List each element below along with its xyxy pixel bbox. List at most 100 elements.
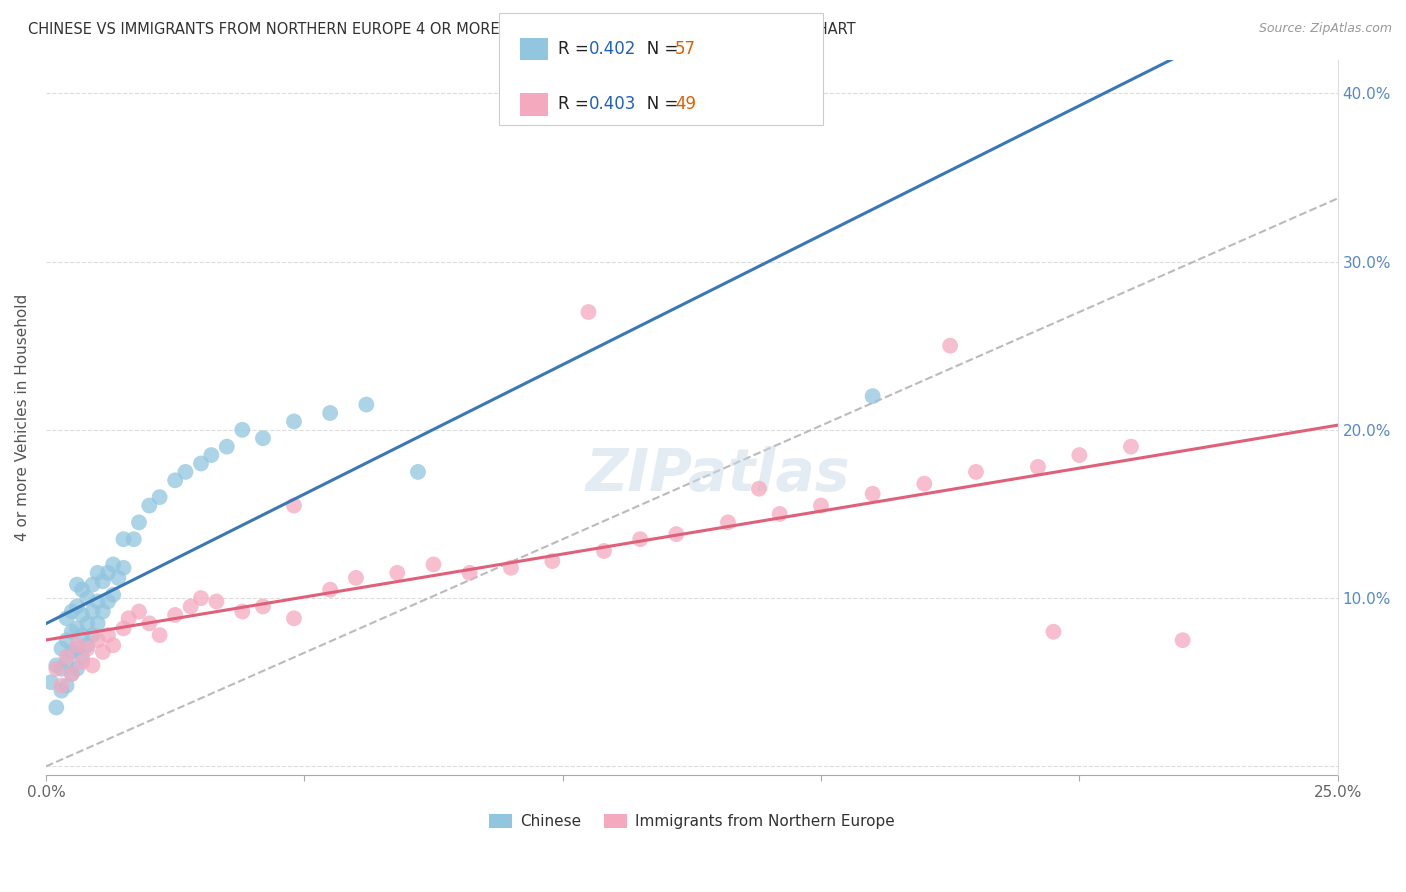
Point [862, 389, 884, 403]
Point [107, 571, 129, 585]
Point [356, 398, 378, 412]
Point [91, 574, 114, 589]
Point [45, 658, 67, 673]
Point [939, 339, 962, 353]
Point [66, 641, 89, 656]
Point [112, 532, 135, 546]
Point [205, 594, 228, 608]
Legend: Chinese, Immigrants from Northern Europe: Chinese, Immigrants from Northern Europe [484, 808, 900, 835]
Point [60, 645, 83, 659]
Point [1119, 440, 1142, 454]
Point [128, 516, 150, 530]
Point [165, 607, 187, 622]
Point [344, 571, 367, 585]
Point [60, 666, 83, 681]
Point [97, 566, 120, 580]
Text: 0.402: 0.402 [589, 40, 637, 58]
Point [66, 599, 89, 614]
Point [55, 679, 77, 693]
Point [60, 624, 83, 639]
Point [70, 582, 93, 597]
Point [66, 621, 89, 635]
Text: CHINESE VS IMMIGRANTS FROM NORTHERN EUROPE 4 OR MORE VEHICLES IN HOUSEHOLD CORRE: CHINESE VS IMMIGRANTS FROM NORTHERN EURO… [28, 22, 856, 37]
Point [810, 499, 832, 513]
Y-axis label: 4 or more Vehicles in Household: 4 or more Vehicles in Household [15, 293, 30, 541]
Point [101, 558, 124, 572]
Point [128, 605, 150, 619]
Point [541, 554, 564, 568]
Point [45, 662, 67, 676]
Point [66, 638, 89, 652]
Text: N =: N = [631, 95, 683, 113]
Point [149, 628, 172, 642]
Point [55, 655, 77, 669]
Point [82, 577, 104, 591]
Point [912, 476, 935, 491]
Point [231, 605, 253, 619]
Point [101, 588, 124, 602]
Point [406, 465, 429, 479]
Point [122, 532, 145, 546]
Point [86, 566, 108, 580]
Text: R =: R = [558, 95, 595, 113]
Point [1042, 624, 1064, 639]
Text: ZIPatlas: ZIPatlas [585, 446, 849, 503]
Point [97, 628, 120, 642]
Point [717, 516, 740, 530]
Point [138, 616, 160, 631]
Point [66, 577, 89, 591]
Point [70, 607, 93, 622]
Point [76, 641, 98, 656]
Point [1026, 459, 1049, 474]
Point [55, 611, 77, 625]
Point [70, 650, 93, 665]
Point [76, 591, 98, 606]
Point [138, 499, 160, 513]
Text: 57: 57 [675, 40, 696, 58]
Text: 0.403: 0.403 [589, 95, 637, 113]
Point [117, 611, 139, 625]
Point [82, 605, 104, 619]
Point [82, 628, 104, 642]
Point [76, 638, 98, 652]
Point [628, 532, 651, 546]
Point [593, 544, 616, 558]
Text: N =: N = [631, 40, 683, 58]
Point [283, 499, 305, 513]
Point [86, 633, 108, 648]
Point [578, 305, 600, 319]
Point [101, 638, 124, 652]
Point [458, 566, 481, 580]
Point [965, 465, 987, 479]
Point [499, 561, 522, 575]
Point [387, 566, 409, 580]
Point [422, 558, 444, 572]
Point [149, 490, 172, 504]
Point [55, 650, 77, 665]
Point [190, 591, 212, 606]
Point [86, 616, 108, 631]
Point [55, 633, 77, 648]
Point [319, 406, 342, 420]
Point [748, 482, 770, 496]
Point [82, 658, 104, 673]
Point [283, 611, 305, 625]
Point [1069, 448, 1091, 462]
Point [112, 621, 135, 635]
Point [174, 465, 197, 479]
Point [200, 448, 222, 462]
Point [91, 645, 114, 659]
Point [60, 605, 83, 619]
Point [51, 641, 73, 656]
Point [252, 431, 274, 445]
Text: Source: ZipAtlas.com: Source: ZipAtlas.com [1258, 22, 1392, 36]
Point [51, 683, 73, 698]
Point [70, 628, 93, 642]
Point [60, 666, 83, 681]
Text: R =: R = [558, 40, 595, 58]
Point [1171, 633, 1194, 648]
Point [70, 655, 93, 669]
Point [252, 599, 274, 614]
Point [180, 599, 202, 614]
Point [86, 594, 108, 608]
